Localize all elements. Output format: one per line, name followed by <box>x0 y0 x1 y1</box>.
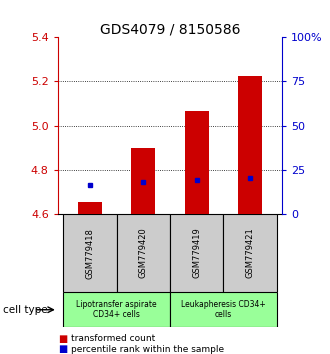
Bar <box>63 214 116 292</box>
Bar <box>185 111 209 214</box>
Bar <box>170 292 277 327</box>
Text: Lipotransfer aspirate
CD34+ cells: Lipotransfer aspirate CD34+ cells <box>76 300 157 319</box>
Bar <box>131 148 155 214</box>
Text: GSM779418: GSM779418 <box>85 228 94 279</box>
Text: GSM779420: GSM779420 <box>139 228 148 279</box>
Text: GSM779421: GSM779421 <box>246 228 254 279</box>
Text: GSM779419: GSM779419 <box>192 228 201 279</box>
Bar <box>78 202 102 214</box>
Text: percentile rank within the sample: percentile rank within the sample <box>71 345 224 354</box>
Text: cell type: cell type <box>3 305 48 315</box>
Bar <box>223 214 277 292</box>
Text: ■: ■ <box>58 344 67 354</box>
Bar <box>170 214 223 292</box>
Title: GDS4079 / 8150586: GDS4079 / 8150586 <box>100 22 240 36</box>
Bar <box>63 292 170 327</box>
Bar <box>116 214 170 292</box>
Text: transformed count: transformed count <box>71 334 155 343</box>
Text: ■: ■ <box>58 334 67 344</box>
Text: Leukapheresis CD34+
cells: Leukapheresis CD34+ cells <box>181 300 266 319</box>
Bar <box>238 76 262 214</box>
